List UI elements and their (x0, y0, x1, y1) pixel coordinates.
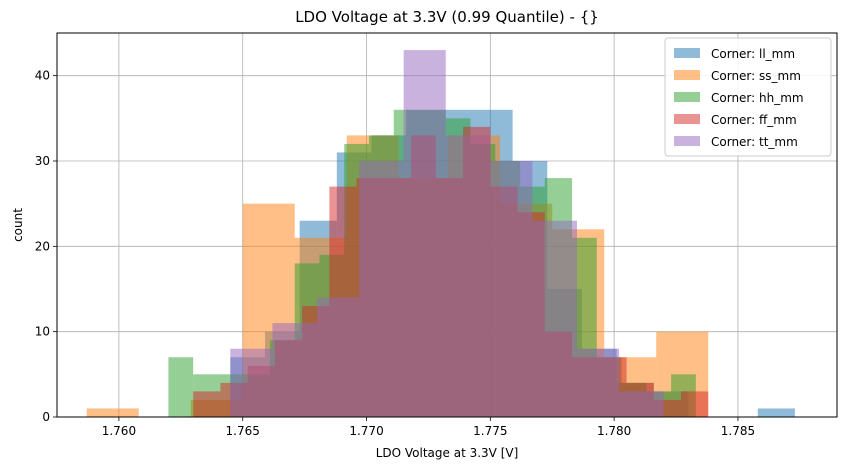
legend-box (664, 37, 832, 157)
x-tick-label: 1.785 (721, 424, 755, 438)
x-tick-label: 1.775 (473, 424, 507, 438)
histogram-bar (403, 50, 446, 418)
legend: Corner: ll_mm Corner: ss_mm Corner: hh_mm C… (664, 37, 832, 157)
chart-title: LDO Voltage at 3.3V (0.99 Quantile) - {} (295, 8, 599, 26)
legend-swatch (674, 92, 700, 102)
legend-label: Corner: ss_mm (711, 69, 801, 83)
histogram-bar (230, 348, 273, 417)
histogram-bar (193, 391, 221, 417)
histogram-bar (86, 408, 139, 417)
y-tick-label: 30 (35, 154, 50, 168)
y-tick-label: 20 (35, 239, 50, 253)
x-tick-label: 1.770 (349, 424, 383, 438)
histogram-bar (532, 220, 577, 417)
legend-label: Corner: ff_mm (711, 113, 797, 127)
histogram-bar (359, 161, 404, 417)
x-tick-label: 1.760 (102, 424, 136, 438)
histogram-bar (445, 135, 491, 417)
y-tick-label: 40 (35, 69, 50, 83)
y-axis-label: count (11, 208, 25, 242)
histogram-bar (168, 357, 194, 417)
x-axis-label: LDO Voltage at 3.3V [V] (376, 446, 519, 460)
x-tick-label: 1.765 (226, 424, 260, 438)
axis-ticks: 1.760 1.765 1.770 1.775 1.780 1.785 0 10 20 30 40 (35, 69, 755, 438)
histogram-bar (490, 161, 533, 417)
legend-swatch (674, 114, 700, 124)
legend-swatch (674, 136, 700, 146)
legend-label: Corner: hh_mm (711, 91, 804, 105)
legend-swatch (674, 48, 700, 58)
legend-label: Corner: tt_mm (711, 135, 798, 149)
histogram-bars (86, 50, 795, 418)
histogram-bar (757, 408, 795, 417)
y-tick-label: 0 (42, 410, 50, 424)
histogram-bar (272, 323, 317, 417)
legend-label: Corner: ll_mm (711, 47, 795, 61)
histogram-bar (577, 348, 620, 417)
histogram-bar (681, 391, 709, 417)
histogram-bar (619, 391, 664, 417)
series-corner-tt-mm (230, 50, 664, 418)
legend-swatch (674, 70, 700, 80)
plot-frame (56, 32, 838, 418)
y-tick-label: 10 (35, 325, 50, 339)
histogram-bar (317, 297, 360, 417)
x-tick-label: 1.780 (597, 424, 631, 438)
